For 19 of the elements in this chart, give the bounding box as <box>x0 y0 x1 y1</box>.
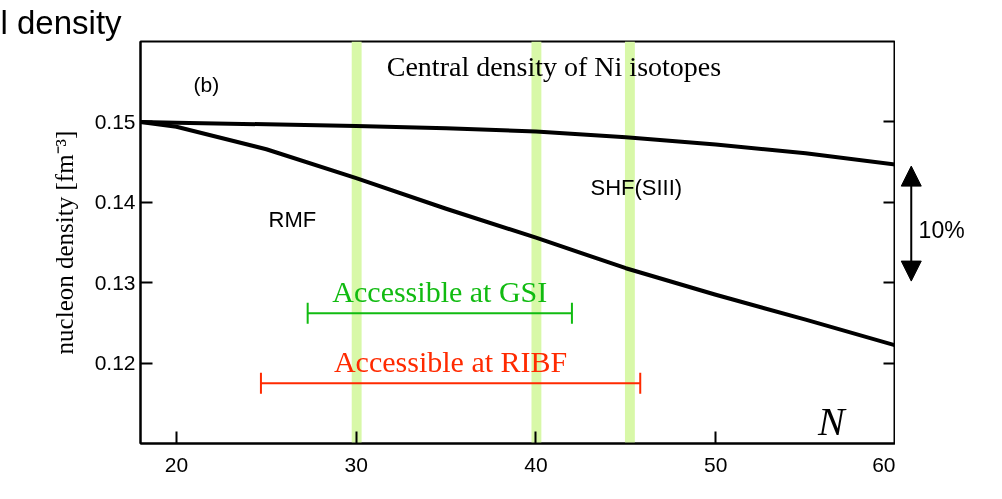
y-tick-label: 0.14 <box>94 190 136 214</box>
x-tick-label: 50 <box>704 452 728 476</box>
text: 10% <box>918 216 965 243</box>
x-axis-title: N <box>816 398 847 444</box>
series-label: Accessible at GSI <box>332 275 548 309</box>
text: l density <box>0 3 123 41</box>
x-tick-label: 30 <box>344 452 368 476</box>
chart-title: Central density of Ni isotopes <box>386 50 722 82</box>
y-tick-label: 0.13 <box>94 270 136 294</box>
x-tick-label: 60 <box>872 452 896 476</box>
annotation: (b) <box>193 72 220 96</box>
annotation: SHF(SIII) <box>590 174 683 200</box>
y-tick-label: 0.15 <box>94 109 136 133</box>
series-label: Accessible at RIBF <box>333 345 568 379</box>
y-axis-title: nucleon density [fm⁻³] <box>50 130 78 355</box>
x-tick-label: 40 <box>524 452 548 476</box>
annotation: RMF <box>268 206 317 232</box>
y-tick-label: 0.12 <box>94 351 136 375</box>
x-tick-label: 20 <box>164 452 189 476</box>
